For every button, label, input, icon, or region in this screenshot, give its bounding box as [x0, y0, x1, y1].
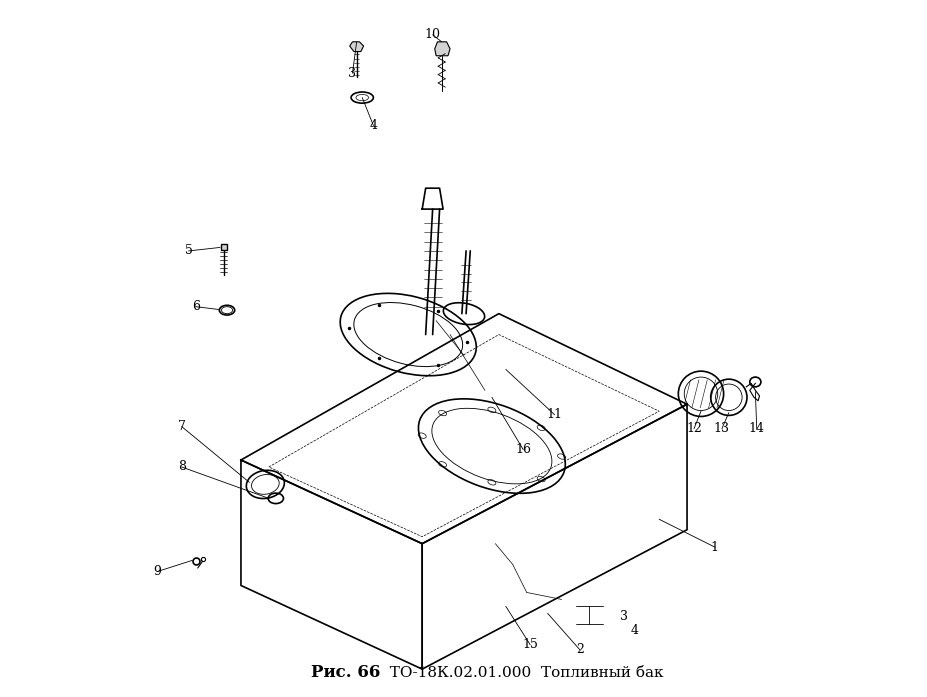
Text: 2: 2: [575, 643, 583, 656]
Text: Рис. 66: Рис. 66: [311, 664, 380, 681]
Text: 15: 15: [522, 638, 538, 651]
Text: 13: 13: [713, 422, 730, 435]
Text: 9: 9: [153, 565, 161, 578]
Text: 4: 4: [630, 625, 638, 637]
Polygon shape: [349, 42, 363, 52]
Text: ТО-18К.02.01.000  Топливный бак: ТО-18К.02.01.000 Топливный бак: [380, 666, 663, 680]
Text: 4: 4: [369, 119, 377, 132]
Text: 3: 3: [619, 611, 628, 623]
Text: 12: 12: [685, 422, 701, 435]
Text: 1: 1: [710, 541, 718, 553]
Text: 14: 14: [748, 422, 764, 435]
Polygon shape: [434, 42, 450, 56]
Text: 6: 6: [192, 300, 199, 313]
Text: 8: 8: [178, 461, 185, 473]
Text: 10: 10: [425, 29, 440, 41]
Text: 7: 7: [178, 420, 185, 433]
Text: 5: 5: [184, 245, 193, 257]
Text: 16: 16: [514, 443, 530, 456]
Text: 3: 3: [349, 67, 356, 79]
Text: 11: 11: [546, 408, 562, 421]
